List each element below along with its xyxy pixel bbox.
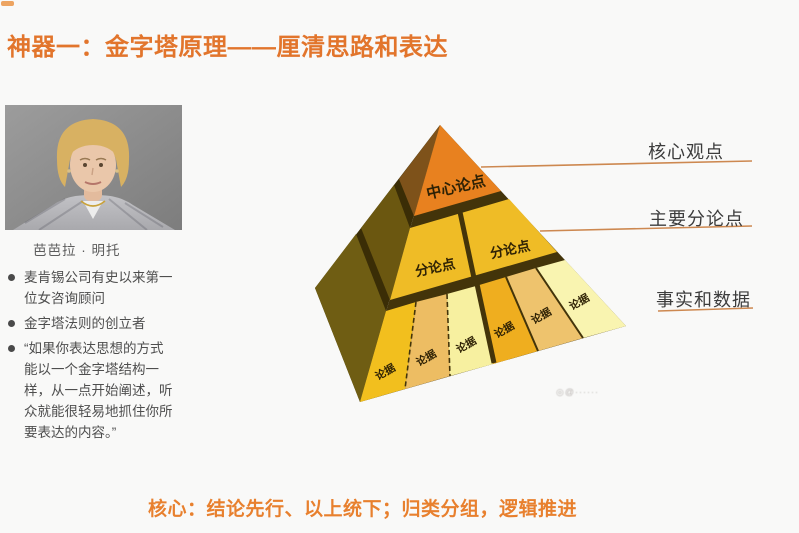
pyramid-diagram: 中心论点 分论点 分论点 论据 论据 论据 论据 论据 论据: [290, 100, 760, 420]
eyebrows: [79, 157, 107, 161]
leader-line-1: [480, 160, 753, 168]
annotation-main-subpoints: 主要分论点: [649, 209, 744, 229]
right-eye: [99, 163, 103, 167]
page-title: 神器一：金字塔原理——厘清思路和表达: [7, 34, 448, 61]
bullet-item: “如果你表达思想的方式能以一个金字塔结构一样，从一点开始阐述，听众就能很轻易地抓…: [6, 338, 176, 443]
nose: [91, 167, 94, 176]
face: [70, 138, 116, 192]
strip-divider: [404, 301, 417, 390]
pyramid-level-1-face: [414, 125, 501, 216]
left-eye: [83, 163, 87, 167]
earring: [115, 169, 119, 173]
bullet-item: 金字塔法则的创立者: [6, 313, 176, 334]
portrait-photo: [5, 105, 182, 230]
bullet-dot: [8, 345, 15, 352]
watermark: ◎@······: [556, 387, 599, 397]
level-2-divider: [457, 211, 477, 279]
evidence-strip-6: [536, 260, 626, 338]
evidence-strip-1: [360, 302, 416, 402]
pyramid-level-2-face: [390, 199, 557, 300]
strip-divider: [446, 293, 451, 377]
bullet-text: 麦肯锡公司有史以来第一位女咨询顾问: [24, 270, 173, 306]
bullet-dot: [8, 274, 15, 281]
bullet-dot: [8, 320, 15, 327]
annotation-facts-data: 事实和数据: [656, 290, 751, 310]
bullet-list: 麦肯锡公司有史以来第一位女咨询顾问 金字塔法则的创立者 “如果你表达思想的方式能…: [6, 267, 176, 447]
side-segment-bottom: [315, 234, 386, 402]
side-segment-middle: [361, 185, 410, 300]
strip-divider: [535, 267, 584, 339]
portrait-caption: 芭芭拉 · 明托: [33, 243, 121, 258]
corner-logo-fragment: [1, 1, 14, 6]
evidence-strip-5: [506, 268, 583, 351]
bullet-text: 金字塔法则的创立者: [24, 316, 146, 331]
earring: [67, 169, 71, 173]
strip-divider-center: [474, 283, 497, 364]
bullet-item: 麦肯锡公司有史以来第一位女咨询顾问: [6, 267, 176, 309]
side-segment-top: [399, 125, 440, 216]
leader-line-2: [539, 225, 753, 232]
hair: [56, 119, 130, 187]
bullet-text: “如果你表达思想的方式能以一个金字塔结构一样，从一点开始阐述，听众就能很轻易地抓…: [24, 341, 173, 440]
footer-core-text: 核心：结论先行、以上统下；归类分组，逻辑推进: [148, 499, 578, 520]
pyramid-svg: 中心论点 分论点 分论点 论据 论据 论据 论据 论据 论据: [315, 125, 754, 402]
evidence-strip-3: [447, 286, 493, 376]
annotation-core-point: 核心观点: [648, 142, 724, 162]
necklace: [80, 200, 106, 207]
jacket-plaid-lines: [24, 198, 164, 230]
strip-divider: [505, 276, 539, 352]
leader-line-3: [657, 307, 754, 312]
mouth: [84, 181, 102, 185]
portrait-illustration: [5, 105, 182, 230]
hair-bangs: [68, 130, 118, 157]
evidence-strip-2: [405, 294, 450, 389]
